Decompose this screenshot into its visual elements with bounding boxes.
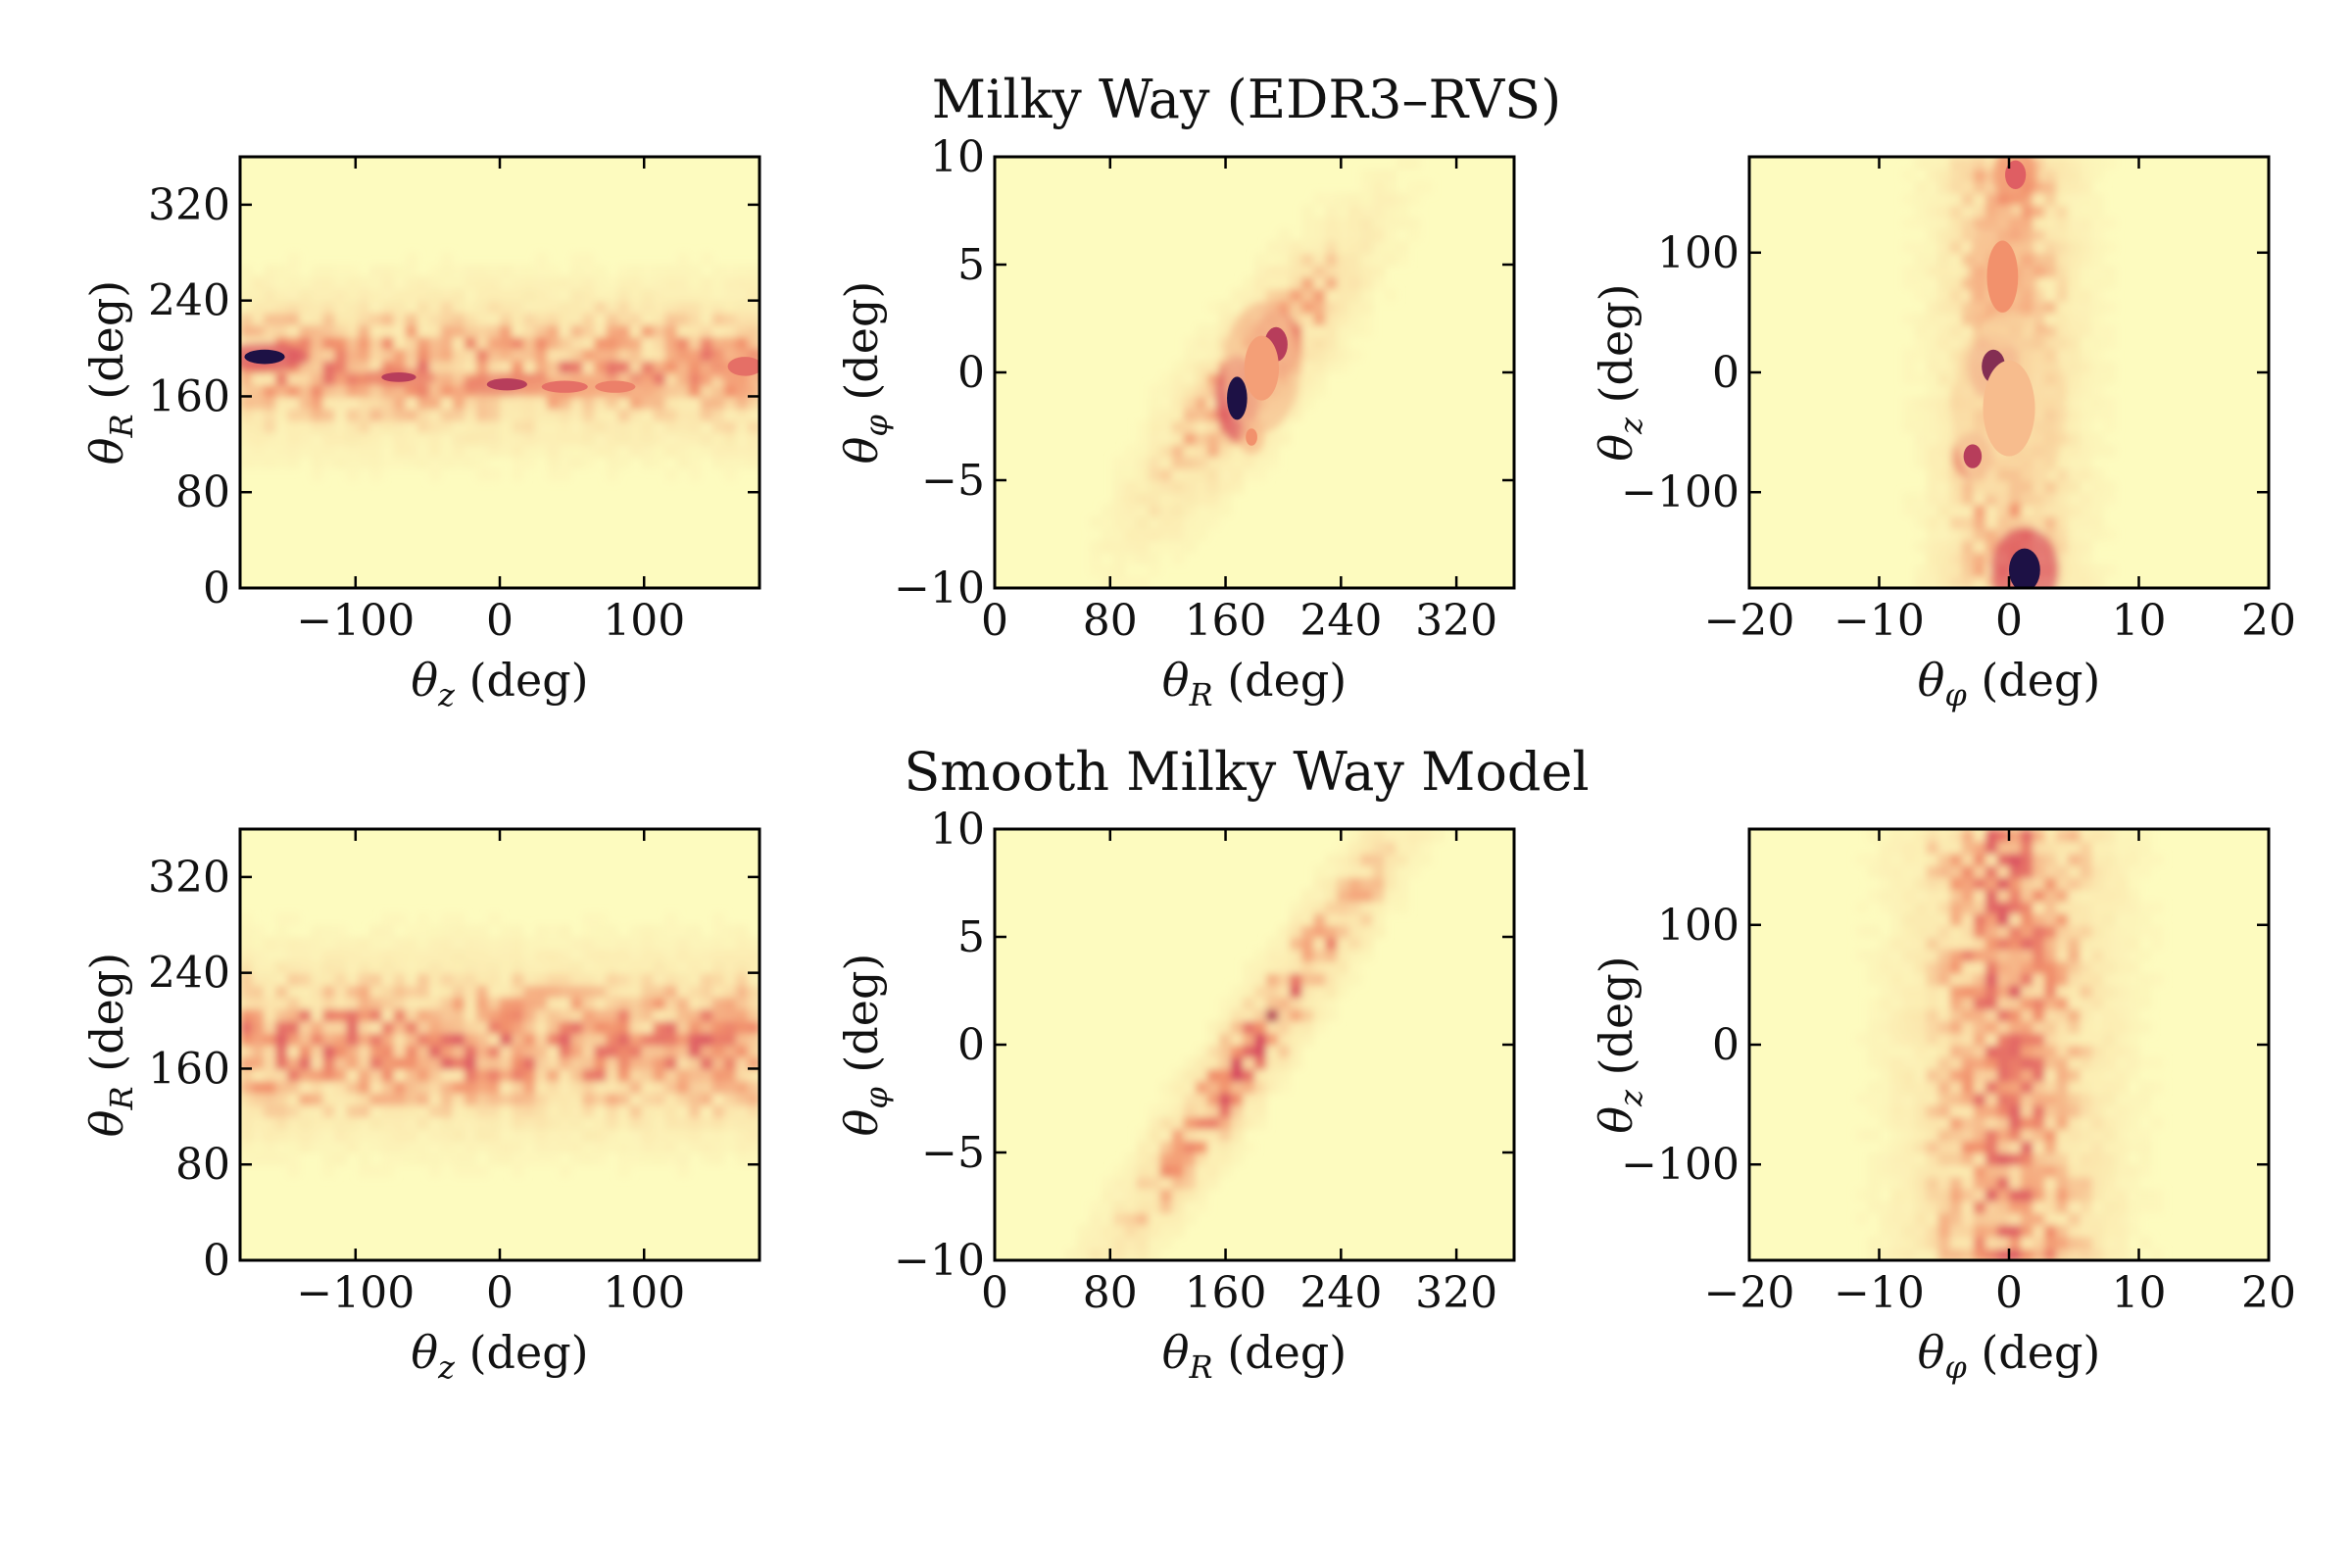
heatmap-density: [1855, 829, 2164, 1260]
y-tick-label: 240: [148, 276, 230, 326]
y-tick-label: −100: [1621, 467, 1740, 517]
y-axis-label: θR (deg): [80, 953, 140, 1137]
density-hotspot: [595, 380, 636, 393]
heatmap-density: [1902, 157, 2117, 588]
density-hotspot: [1963, 444, 1983, 468]
density-hotspot: [486, 378, 527, 391]
y-tick-label: 100: [1657, 228, 1740, 278]
y-tick-label: 160: [148, 371, 230, 421]
y-tick-label: 0: [203, 564, 230, 613]
row-title-milky-way: Milky Way (EDR3–RVS): [932, 69, 1562, 130]
x-tick-label: 20: [2241, 1268, 2296, 1318]
density-hotspot: [1244, 335, 1280, 401]
x-tick-label: 0: [486, 1268, 514, 1318]
x-tick-label: 240: [1299, 596, 1382, 646]
x-axis-label: θφ (deg): [1918, 1326, 2101, 1386]
heatmap-density: [240, 912, 760, 1178]
density-hotspot: [1983, 360, 2035, 457]
y-axis-label: θz (deg): [1590, 956, 1649, 1133]
x-tick-label: 160: [1185, 596, 1267, 646]
y-axis-label: θR (deg): [80, 280, 140, 465]
x-tick-label: −100: [296, 596, 415, 646]
y-tick-label: 0: [957, 348, 985, 398]
density-hotspot: [1227, 376, 1248, 420]
y-tick-label: −5: [921, 1128, 985, 1178]
y-tick-label: 0: [957, 1020, 985, 1070]
x-tick-label: 0: [1995, 596, 2023, 646]
density-hotspot: [1986, 240, 2019, 313]
plot-frame: [238, 155, 761, 590]
x-axis-label: θz (deg): [411, 1326, 588, 1386]
y-tick-label: 0: [1712, 1020, 1740, 1070]
y-tick-label: 80: [175, 1140, 230, 1190]
heatmap-panel-2-2: 0 80 160 240 320 −10 −5 0 5 10 θR (deg) θφ (deg): [835, 805, 1516, 1386]
y-tick-label: −100: [1621, 1140, 1740, 1190]
x-tick-label: −20: [1704, 596, 1795, 646]
y-tick-label: −10: [894, 564, 985, 613]
plot-frame: [1747, 827, 2271, 1262]
x-axis-label: θR (deg): [1162, 654, 1347, 713]
x-axis-label: θz (deg): [411, 654, 588, 713]
y-tick-label: −10: [894, 1236, 985, 1286]
x-axis-label: θφ (deg): [1918, 654, 2101, 713]
density-hotspot: [1246, 428, 1257, 446]
heatmap-panel-1-1: −100 0 100 0 80 160 240 320 θz (deg) θR (deg): [80, 155, 761, 713]
y-tick-label: 240: [148, 949, 230, 999]
x-tick-label: −20: [1704, 1268, 1795, 1318]
y-tick-label: 0: [203, 1236, 230, 1286]
y-axis-label: θz (deg): [1590, 283, 1649, 461]
plot-frame: [238, 827, 761, 1262]
y-axis-label: θφ (deg): [835, 954, 895, 1137]
plot-frame: [993, 827, 1516, 1262]
y-tick-label: 320: [148, 180, 230, 230]
y-tick-label: 0: [1712, 348, 1740, 398]
density-hotspot: [2009, 548, 2040, 588]
x-tick-label: 100: [603, 1268, 685, 1318]
plot-frame: [1747, 155, 2271, 590]
x-tick-label: 160: [1185, 1268, 1267, 1318]
plot-frame: [993, 155, 1516, 590]
y-tick-label: 100: [1657, 901, 1740, 951]
heatmap-panel-2-1: −100 0 100 0 80 160 240 320 θz (deg) θR (deg): [80, 827, 761, 1386]
heatmap-panel-1-2: 0 80 160 240 320 −10 −5 0 5 10 θR (deg) θφ (deg): [835, 132, 1516, 713]
x-tick-label: 100: [603, 596, 685, 646]
x-tick-label: 320: [1415, 596, 1497, 646]
y-tick-label: 5: [957, 912, 985, 962]
x-axis-label: θR (deg): [1162, 1326, 1347, 1386]
y-tick-label: −5: [921, 456, 985, 506]
y-tick-label: 10: [930, 132, 985, 182]
x-tick-label: 80: [1083, 596, 1138, 646]
x-tick-label: 10: [2112, 596, 2167, 646]
y-tick-label: 5: [957, 240, 985, 290]
density-hotspot: [244, 349, 285, 365]
x-tick-label: −100: [296, 1268, 415, 1318]
x-tick-label: 0: [1995, 1268, 2023, 1318]
heatmap-density: [1065, 829, 1445, 1260]
y-tick-label: 320: [148, 853, 230, 903]
x-tick-label: 0: [981, 1268, 1008, 1318]
y-tick-label: 10: [930, 805, 985, 855]
row-title-smooth-model: Smooth Milky Way Model: [904, 741, 1589, 803]
density-hotspot: [727, 357, 760, 376]
x-tick-label: 10: [2112, 1268, 2167, 1318]
y-tick-label: 80: [175, 467, 230, 517]
density-hotspot: [381, 372, 416, 382]
x-tick-label: 20: [2241, 596, 2296, 646]
y-tick-label: 160: [148, 1044, 230, 1094]
density-hotspot: [541, 380, 588, 393]
x-tick-label: 320: [1415, 1268, 1497, 1318]
density-hotspot: [2005, 160, 2027, 189]
x-tick-label: 80: [1083, 1268, 1138, 1318]
x-tick-label: 0: [981, 596, 1008, 646]
x-tick-label: 0: [486, 596, 514, 646]
heatmap-density: [240, 252, 760, 481]
y-axis-label: θφ (deg): [835, 281, 895, 465]
x-tick-label: −10: [1834, 596, 1925, 646]
x-tick-label: 240: [1299, 1268, 1382, 1318]
x-tick-label: −10: [1834, 1268, 1925, 1318]
